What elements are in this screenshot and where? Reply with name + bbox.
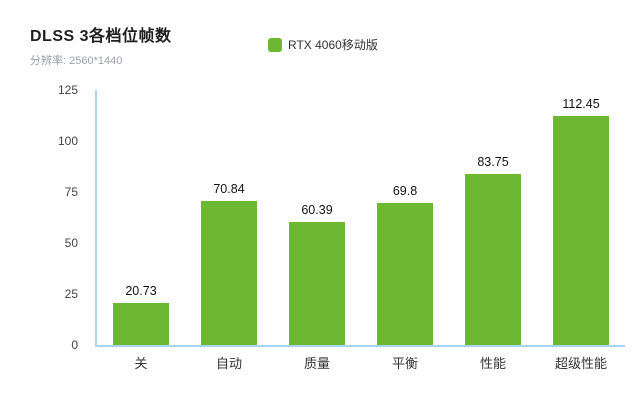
y-tick-label: 25 (64, 287, 78, 301)
bar (201, 200, 257, 345)
bar-slot: 83.75 (449, 90, 537, 345)
bar (289, 221, 345, 345)
y-tick-label: 100 (57, 134, 78, 148)
x-axis-category-label: 关 (134, 356, 148, 371)
legend-item[interactable]: RTX 4060移动版 (268, 36, 378, 53)
y-tick-label: 125 (57, 83, 78, 97)
x-axis-category-label: 超级性能 (554, 356, 607, 371)
bar (553, 115, 609, 345)
bar-value-label: 112.45 (562, 96, 600, 111)
x-axis-category-label: 平衡 (391, 356, 418, 371)
bar-value-label: 83.75 (477, 155, 509, 170)
bar-slot: 60.39 (273, 90, 361, 345)
bars: 20.73 70.84 60.39 69.8 83.75 112.45 (97, 90, 625, 345)
y-tick-label: 50 (64, 236, 78, 250)
bar-value-label: 69.8 (392, 183, 418, 198)
plot-area: 20.73 70.84 60.39 69.8 83.75 112.45 (95, 90, 625, 347)
x-axis-labels: 关 自动 质量 平衡 性能 超级性能 (97, 353, 625, 372)
chart-title: DLSS 3各档位帧数 (30, 28, 172, 45)
legend-label: RTX 4060移动版 (288, 38, 378, 52)
x-axis-category-label: 自动 (215, 356, 242, 371)
y-axis-labels: 0 25 50 75 100 125 (30, 84, 86, 351)
bar (377, 202, 433, 345)
bar-slot: 112.45 (537, 90, 625, 345)
bar-value-label: 60.39 (301, 202, 333, 217)
legend-swatch-icon (268, 37, 282, 52)
y-tick-label: 0 (71, 338, 78, 352)
bar-value-label: 70.84 (213, 181, 245, 196)
bar-slot: 70.84 (185, 90, 273, 345)
x-axis-category-label: 质量 (303, 356, 330, 371)
bar (465, 174, 521, 345)
bar (113, 302, 169, 345)
chart-subtitle: 分辨率: 2560*1440 (30, 55, 123, 67)
bar-value-label: 20.73 (125, 283, 157, 298)
bar-slot: 69.8 (361, 90, 449, 345)
bar-slot: 20.73 (97, 90, 185, 345)
x-axis-category-label: 性能 (479, 356, 506, 371)
y-tick-label: 75 (64, 185, 78, 199)
